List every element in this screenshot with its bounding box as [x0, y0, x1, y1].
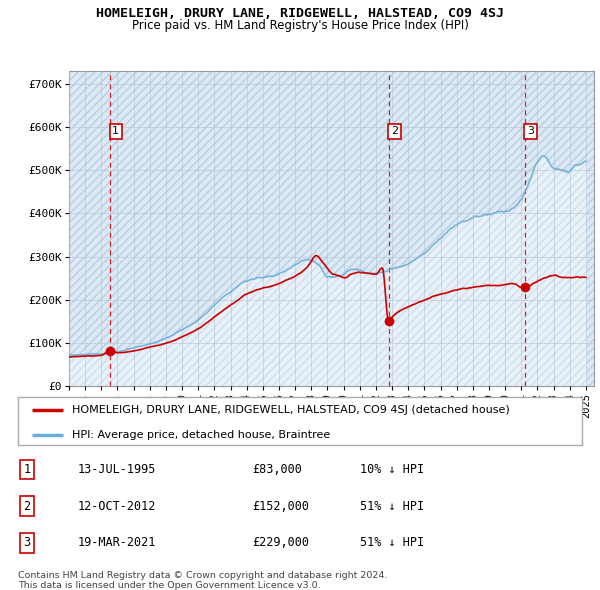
Text: 1: 1	[23, 463, 31, 476]
Text: 1: 1	[112, 126, 119, 136]
Text: £152,000: £152,000	[252, 500, 309, 513]
Text: 51% ↓ HPI: 51% ↓ HPI	[360, 536, 424, 549]
Text: This data is licensed under the Open Government Licence v3.0.: This data is licensed under the Open Gov…	[18, 581, 320, 590]
Text: £229,000: £229,000	[252, 536, 309, 549]
Text: 2: 2	[23, 500, 31, 513]
Text: HPI: Average price, detached house, Braintree: HPI: Average price, detached house, Brai…	[71, 430, 330, 440]
Text: HOMELEIGH, DRURY LANE, RIDGEWELL, HALSTEAD, CO9 4SJ (detached house): HOMELEIGH, DRURY LANE, RIDGEWELL, HALSTE…	[71, 405, 509, 415]
Text: 12-OCT-2012: 12-OCT-2012	[78, 500, 157, 513]
Text: 51% ↓ HPI: 51% ↓ HPI	[360, 500, 424, 513]
Text: 3: 3	[527, 126, 534, 136]
Text: 10% ↓ HPI: 10% ↓ HPI	[360, 463, 424, 476]
Text: Contains HM Land Registry data © Crown copyright and database right 2024.: Contains HM Land Registry data © Crown c…	[18, 571, 388, 580]
Text: 13-JUL-1995: 13-JUL-1995	[78, 463, 157, 476]
Text: 2: 2	[391, 126, 398, 136]
Text: HOMELEIGH, DRURY LANE, RIDGEWELL, HALSTEAD, CO9 4SJ: HOMELEIGH, DRURY LANE, RIDGEWELL, HALSTE…	[96, 7, 504, 20]
Text: 19-MAR-2021: 19-MAR-2021	[78, 536, 157, 549]
Text: £83,000: £83,000	[252, 463, 302, 476]
Text: Price paid vs. HM Land Registry's House Price Index (HPI): Price paid vs. HM Land Registry's House …	[131, 19, 469, 32]
Text: 3: 3	[23, 536, 31, 549]
